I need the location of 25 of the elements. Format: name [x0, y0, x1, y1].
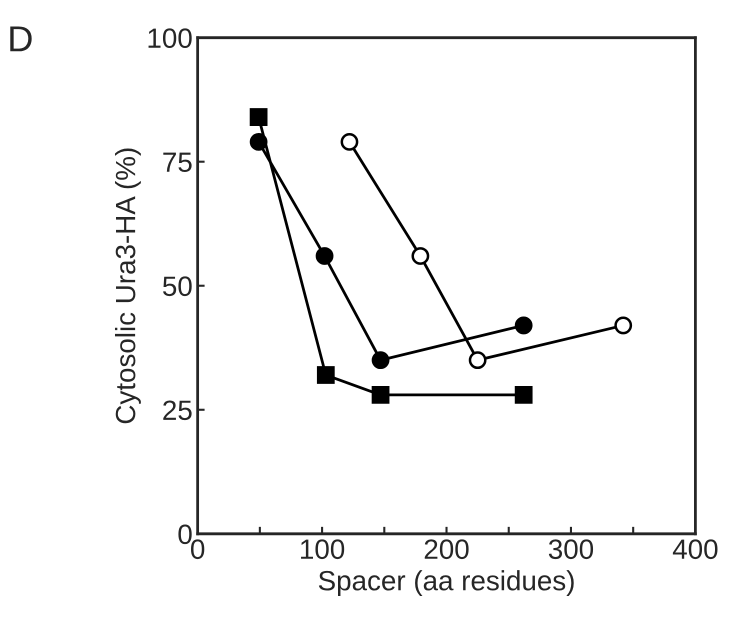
point [514, 386, 533, 404]
point [316, 247, 334, 265]
point [372, 351, 390, 370]
point [250, 132, 268, 151]
y-axis-title: Cytosolic Ura3-HA (%) [114, 148, 141, 424]
text: D [10, 26, 32, 52]
x-tick-label: 200 [424, 539, 469, 560]
x-tick-label: 300 [548, 539, 594, 560]
x-tick-label: 400 [672, 539, 718, 560]
point [468, 351, 487, 370]
y-tick-label: 75 [163, 152, 192, 172]
point [316, 366, 335, 384]
x-tick-label: 100 [301, 539, 344, 560]
point [250, 108, 268, 126]
x-axis-title: Spacer (aa residues) [318, 570, 574, 596]
point [412, 247, 430, 265]
y-tick-label: 25 [163, 400, 192, 420]
y-tick-label: 50 [162, 276, 192, 296]
point [340, 132, 358, 151]
point [614, 316, 632, 334]
y-tick-label: 100 [148, 28, 192, 48]
y-tick-label: 0 [178, 524, 192, 544]
x-tick-label: 0 [191, 539, 204, 560]
point [372, 386, 390, 404]
point [514, 316, 533, 334]
